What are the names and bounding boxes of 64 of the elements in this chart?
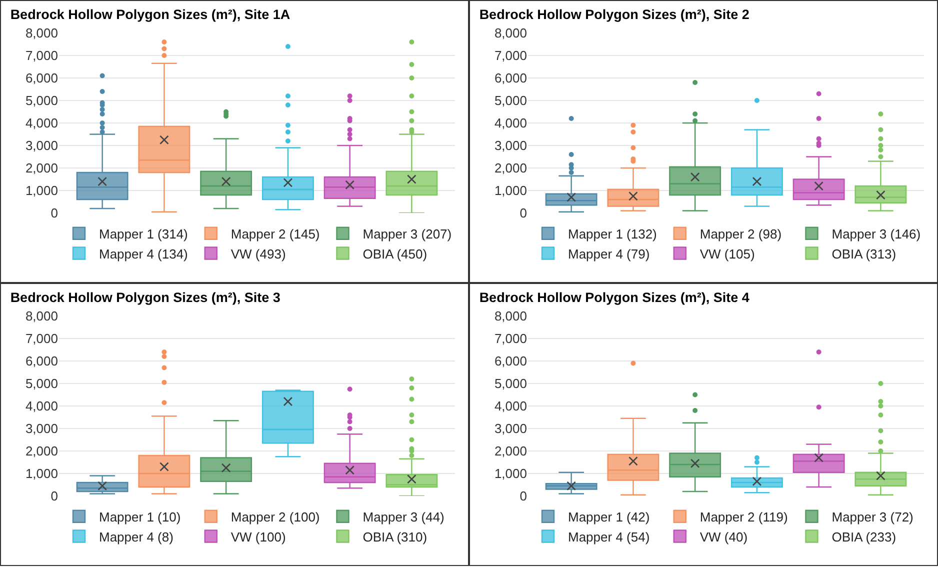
y-tick-label: 1,000 [494, 183, 527, 198]
y-tick-label: 3,000 [494, 421, 527, 436]
y-tick-label: 0 [520, 488, 527, 504]
legend-label: Mapper 4 (79) [568, 246, 650, 262]
y-tick-label: 8,000 [25, 308, 58, 324]
y-tick-label: 3,000 [494, 138, 527, 154]
y-tick-label: 7,000 [494, 331, 527, 346]
legend-label: Mapper 4 (134) [99, 246, 188, 262]
y-tick-label: 7,000 [25, 48, 58, 64]
y-tick-label: 3,000 [25, 421, 58, 436]
y-tick-label: 4,000 [25, 116, 58, 131]
legend-label: VW (100) [230, 529, 286, 544]
legend-label: Mapper 1 (10) [99, 509, 181, 524]
legend-label: Mapper 2 (119) [700, 509, 788, 524]
y-tick-label: 8,000 [494, 26, 527, 41]
legend-label: Mapper 2 (100) [230, 509, 320, 524]
y-tick-label: 0 [50, 206, 58, 221]
y-tick-label: 2,000 [25, 444, 58, 459]
legend-label: OBIA (313) [832, 246, 896, 262]
y-tick-label: 5,000 [25, 93, 58, 108]
legend-label: Mapper 2 (98) [700, 226, 782, 242]
y-tick-label: 6,000 [494, 70, 527, 86]
y-tick-label: 3,000 [25, 138, 58, 154]
chart-title: Bedrock Hollow Polygon Sizes (m²), Site 1A [10, 6, 290, 22]
y-tick-label: 5,000 [25, 376, 58, 392]
y-tick-label: 4,000 [494, 398, 527, 414]
chart-title: Bedrock Hollow Polygon Sizes (m²), Site 3 [10, 290, 281, 305]
y-tick-label: 0 [520, 206, 527, 221]
y-tick-label: 8,000 [494, 308, 527, 324]
chart-title: Bedrock Hollow Polygon Sizes (m²), Site 2 [479, 6, 750, 22]
legend-label: VW (105) [700, 246, 755, 262]
legend-label: Mapper 3 (207) [362, 226, 452, 242]
y-tick-label: 1,000 [494, 466, 527, 482]
legend-label: VW (493) [230, 246, 286, 262]
y-tick-label: 6,000 [25, 70, 58, 86]
y-tick-label: 2,000 [25, 160, 58, 176]
y-tick-label: 0 [50, 488, 58, 504]
legend-label: Mapper 3 (72) [832, 509, 914, 524]
y-tick-label: 6,000 [494, 354, 527, 369]
legend-label: OBIA (310) [362, 529, 428, 544]
y-tick-label: 8,000 [25, 26, 58, 41]
y-tick-label: 2,000 [494, 160, 527, 176]
y-tick-label: 2,000 [494, 444, 527, 459]
y-tick-label: 5,000 [494, 93, 527, 108]
y-tick-label: 1,000 [25, 466, 58, 482]
y-tick-label: 6,000 [25, 354, 58, 369]
y-tick-label: 7,000 [494, 48, 527, 64]
legend-label: Mapper 2 (145) [230, 226, 320, 242]
y-tick-label: 7,000 [25, 331, 58, 346]
legend-label: Mapper 3 (146) [832, 226, 921, 242]
legend-label: OBIA (233) [832, 529, 896, 544]
legend-label: Mapper 1 (42) [568, 509, 650, 524]
legend-label: OBIA (450) [362, 246, 428, 262]
y-tick-label: 4,000 [25, 398, 58, 414]
legend-label: Mapper 3 (44) [362, 509, 444, 524]
chart-title: Bedrock Hollow Polygon Sizes (m²), Site 4 [479, 290, 750, 305]
legend-label: Mapper 4 (54) [568, 529, 650, 544]
y-tick-label: 4,000 [494, 116, 527, 131]
legend-label: VW (40) [700, 529, 748, 544]
legend-label: Mapper 1 (314) [99, 226, 188, 242]
legend-label: Mapper 1 (132) [568, 226, 657, 242]
legend-label: Mapper 4 (8) [99, 529, 174, 544]
y-tick-label: 5,000 [494, 376, 527, 392]
y-tick-label: 1,000 [25, 183, 58, 198]
